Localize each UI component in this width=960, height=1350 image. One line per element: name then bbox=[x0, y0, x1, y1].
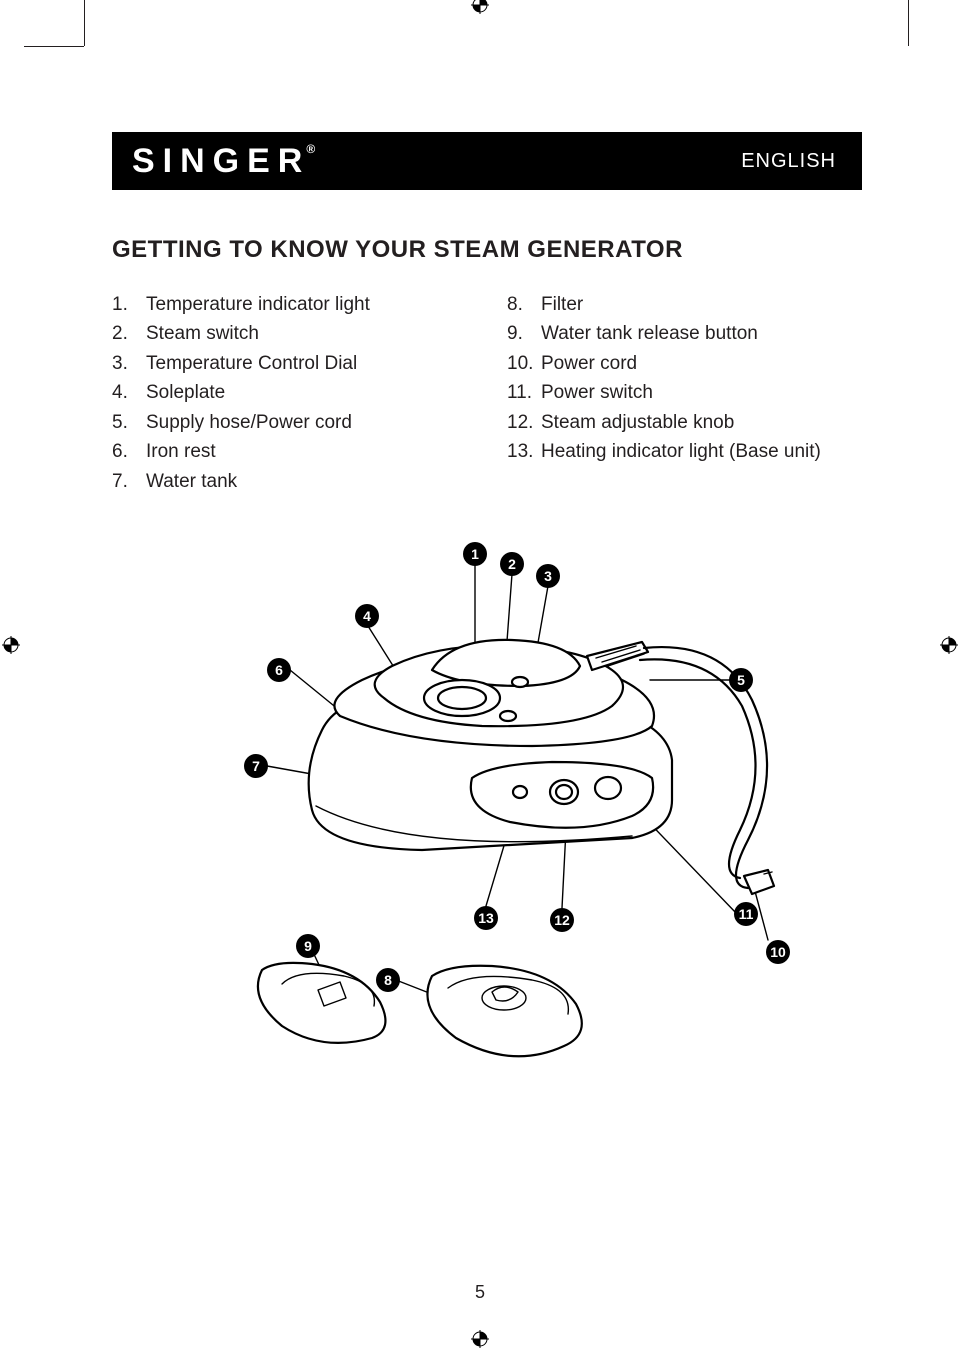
part-number: 6. bbox=[112, 437, 146, 466]
parts-column-left: 1.Temperature indicator light2.Steam swi… bbox=[112, 290, 467, 496]
part-label: Supply hose/Power cord bbox=[146, 408, 467, 437]
part-number: 7. bbox=[112, 467, 146, 496]
callout-11: 11 bbox=[734, 902, 758, 926]
part-label: Soleplate bbox=[146, 378, 467, 407]
part-number: 8. bbox=[507, 290, 541, 319]
part-item: 6.Iron rest bbox=[112, 437, 467, 466]
brand-logo: SINGER® bbox=[132, 142, 315, 181]
callout-13: 13 bbox=[474, 906, 498, 930]
part-item: 11.Power switch bbox=[507, 378, 862, 407]
registration-mark-icon bbox=[940, 636, 958, 654]
part-label: Power switch bbox=[541, 378, 862, 407]
part-item: 13.Heating indicator light (Base unit) bbox=[507, 437, 862, 466]
callout-9: 9 bbox=[296, 934, 320, 958]
part-item: 8.Filter bbox=[507, 290, 862, 319]
part-item: 1.Temperature indicator light bbox=[112, 290, 467, 319]
part-number: 2. bbox=[112, 319, 146, 348]
crop-mark bbox=[908, 0, 909, 46]
parts-column-right: 8.Filter9.Water tank release button10.Po… bbox=[507, 290, 862, 496]
registration-mark-icon bbox=[471, 1330, 489, 1348]
callout-6: 6 bbox=[267, 658, 291, 682]
part-item: 10.Power cord bbox=[507, 349, 862, 378]
part-label: Water tank bbox=[146, 467, 467, 496]
part-item: 12.Steam adjustable knob bbox=[507, 408, 862, 437]
parts-columns: 1.Temperature indicator light2.Steam swi… bbox=[112, 290, 862, 496]
callout-7: 7 bbox=[244, 754, 268, 778]
part-label: Temperature indicator light bbox=[146, 290, 467, 319]
part-number: 12. bbox=[507, 408, 541, 437]
part-item: 7.Water tank bbox=[112, 467, 467, 496]
part-label: Power cord bbox=[541, 349, 862, 378]
part-label: Iron rest bbox=[146, 437, 467, 466]
part-number: 9. bbox=[507, 319, 541, 348]
brand-reg-mark: ® bbox=[306, 142, 315, 156]
part-label: Steam adjustable knob bbox=[541, 408, 862, 437]
part-label: Heating indicator light (Base unit) bbox=[541, 437, 862, 466]
diagram-drawing bbox=[112, 530, 862, 1070]
callout-4: 4 bbox=[355, 604, 379, 628]
part-label: Water tank release button bbox=[541, 319, 862, 348]
crop-mark bbox=[24, 46, 84, 47]
callout-5: 5 bbox=[729, 668, 753, 692]
parts-diagram: 12345678910111213 bbox=[112, 530, 862, 1070]
part-item: 2.Steam switch bbox=[112, 319, 467, 348]
registration-mark-icon bbox=[2, 636, 20, 654]
crop-mark bbox=[84, 0, 85, 46]
part-item: 5.Supply hose/Power cord bbox=[112, 408, 467, 437]
part-label: Steam switch bbox=[146, 319, 467, 348]
header-bar: SINGER® ENGLISH bbox=[112, 132, 862, 190]
part-number: 5. bbox=[112, 408, 146, 437]
callout-2: 2 bbox=[500, 552, 524, 576]
part-label: Filter bbox=[541, 290, 862, 319]
part-number: 13. bbox=[507, 437, 541, 466]
part-item: 4.Soleplate bbox=[112, 378, 467, 407]
brand-text: SINGER bbox=[132, 142, 310, 180]
part-number: 1. bbox=[112, 290, 146, 319]
callout-8: 8 bbox=[376, 968, 400, 992]
part-item: 3.Temperature Control Dial bbox=[112, 349, 467, 378]
part-number: 4. bbox=[112, 378, 146, 407]
registration-mark-icon bbox=[471, 0, 489, 14]
part-item: 9.Water tank release button bbox=[507, 319, 862, 348]
callout-1: 1 bbox=[463, 542, 487, 566]
callout-10: 10 bbox=[766, 940, 790, 964]
part-number: 3. bbox=[112, 349, 146, 378]
content-area: GETTING TO KNOW YOUR STEAM GENERATOR 1.T… bbox=[112, 236, 862, 496]
part-number: 10. bbox=[507, 349, 541, 378]
callout-12: 12 bbox=[550, 908, 574, 932]
page-number: 5 bbox=[0, 1282, 960, 1303]
manual-page: SINGER® ENGLISH GETTING TO KNOW YOUR STE… bbox=[0, 0, 960, 1350]
callout-3: 3 bbox=[536, 564, 560, 588]
section-title: GETTING TO KNOW YOUR STEAM GENERATOR bbox=[112, 236, 862, 264]
part-label: Temperature Control Dial bbox=[146, 349, 467, 378]
part-number: 11. bbox=[507, 378, 541, 407]
language-label: ENGLISH bbox=[741, 150, 836, 173]
